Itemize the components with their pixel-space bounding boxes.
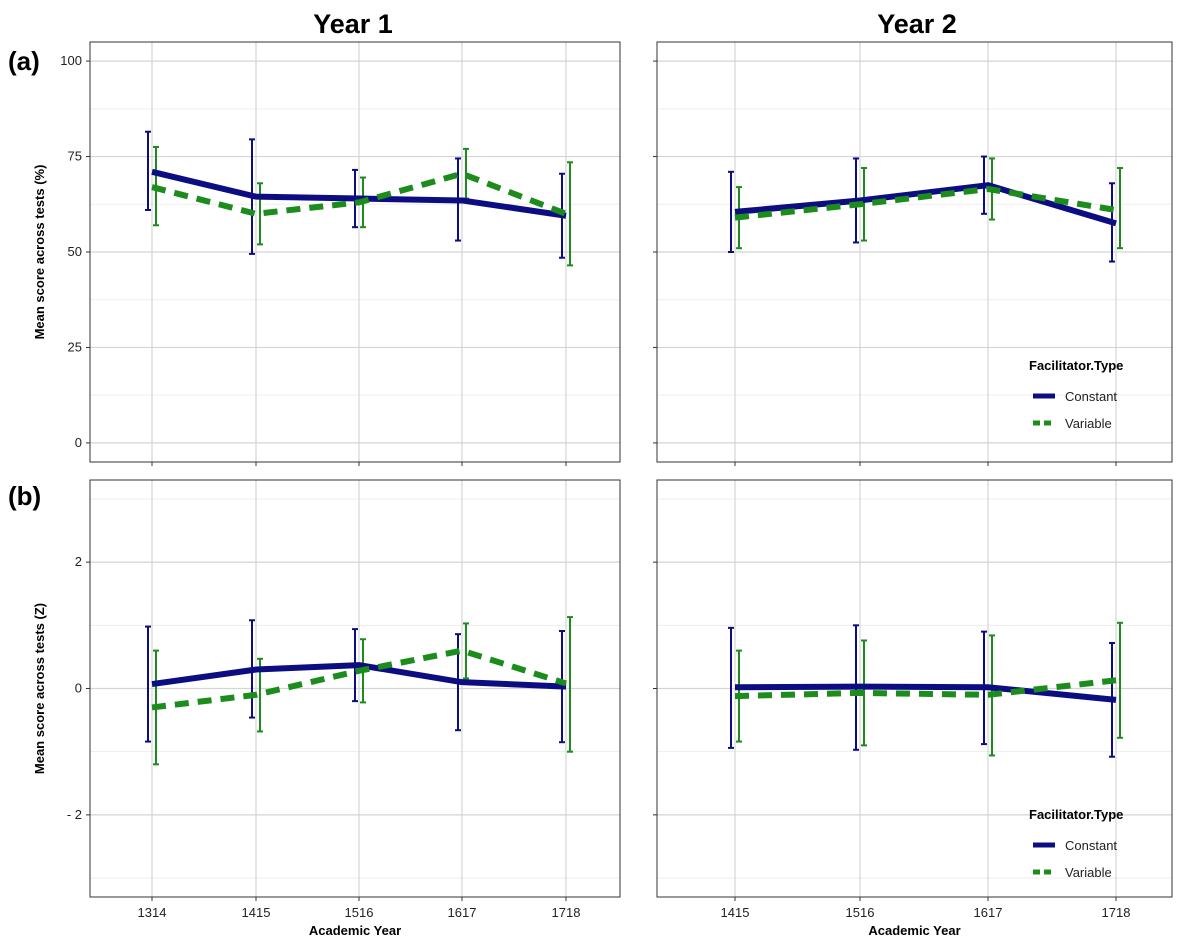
series-line-variable [151, 170, 568, 217]
series-line-variable [151, 647, 567, 711]
y-tick-label: 75 [68, 149, 82, 164]
x-tick-label: 1718 [552, 905, 581, 920]
panel-a-year1: 0 25 50 75 100 Mean score across tests (%) [32, 41, 621, 466]
legend-label-variable: Variable [1065, 416, 1112, 431]
x-tick-label: 1516 [345, 905, 374, 920]
legend-label-constant: Constant [1065, 838, 1117, 853]
legend-label-variable: Variable [1065, 865, 1112, 880]
column-title-year-1: Year 1 [313, 9, 393, 39]
panel-b-year2: 1415 1516 1617 1718 Academic Year Facilitator… [653, 479, 1173, 938]
row-label-b: (b) [8, 481, 41, 511]
y-tick-label: 25 [68, 339, 82, 354]
y-axis-title: Mean score across tests (Z) [32, 603, 47, 774]
x-tick-label: 1516 [846, 905, 875, 920]
y-tick-label: 100 [60, 53, 82, 68]
x-axis-title: Academic Year [868, 923, 960, 938]
x-tick-label: 1617 [974, 905, 1003, 920]
x-tick-label: 1617 [448, 905, 477, 920]
x-axis-title: Academic Year [309, 923, 401, 938]
series-line-constant [734, 182, 1117, 227]
x-tick-label: 1415 [721, 905, 750, 920]
series-line-constant [151, 662, 567, 690]
y-tick-label: 50 [68, 244, 82, 259]
series-line-constant [151, 168, 567, 219]
x-tick-label: 1415 [242, 905, 271, 920]
y-tick-label: 2 [75, 554, 82, 569]
series-line-variable [734, 186, 1117, 221]
series-line-variable [734, 677, 1117, 700]
column-title-year-2: Year 2 [877, 9, 957, 39]
x-tick-label: 1314 [138, 905, 167, 920]
panel-a-year2: Facilitator.Type Constant Variable [653, 41, 1173, 466]
series-line-constant [734, 683, 1117, 703]
y-tick-label: 0 [75, 435, 82, 450]
row-label-a: (a) [8, 46, 40, 76]
y-axis-title: Mean score across tests (%) [32, 165, 47, 340]
legend-title: Facilitator.Type [1029, 358, 1123, 373]
panel-b-year1: - 2 0 2 1314 1415 1516 1617 1718 Mean score acro… [32, 479, 621, 938]
legend-label-constant: Constant [1065, 389, 1117, 404]
y-tick-label: - 2 [67, 807, 82, 822]
y-tick-label: 0 [75, 681, 82, 696]
legend-title: Facilitator.Type [1029, 807, 1123, 822]
x-tick-label: 1718 [1102, 905, 1131, 920]
